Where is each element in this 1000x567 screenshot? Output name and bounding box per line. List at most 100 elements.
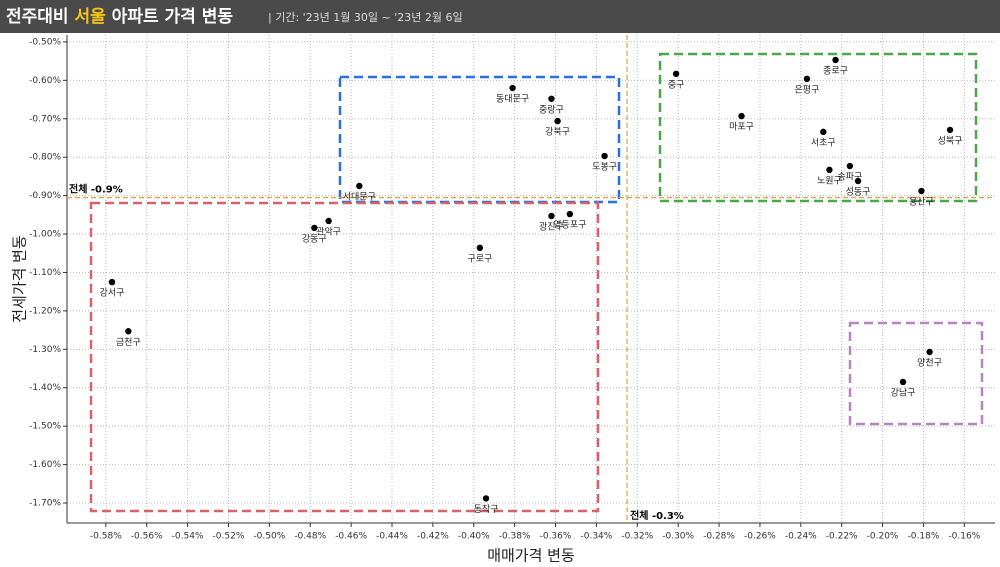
subtitle: | 기간: '23년 1월 30일 ~ '23년 2월 6일 [268,10,463,24]
x-tick-label: -0.48% [294,532,326,542]
point [854,177,862,185]
point-label: 강북구 [545,127,570,138]
point-label: 용산구 [909,197,934,208]
group-box [848,321,984,426]
x-tick-label: -0.42% [417,532,449,542]
point [356,182,363,190]
y-tick-label: -1.30% [29,345,61,355]
x-tick-label: -0.24% [785,532,817,542]
x-tick-label: -0.26% [744,532,776,542]
point-label: 중구 [668,79,685,90]
point-label: 성동구 [846,187,871,198]
x-tick-label: -0.46% [335,532,367,542]
y-tick-label: -1.40% [29,383,61,393]
point [548,212,555,220]
chart-title: 전주대비 서울 아파트 가격 변동 [6,7,233,27]
point [803,75,811,83]
point [601,152,608,160]
y-tick-label: -1.50% [29,422,61,432]
x-tick-label: -0.36% [540,532,572,542]
reference-label: 전체 -0.3% [630,509,684,522]
y-tick-label: -0.50% [29,37,61,47]
point [125,328,132,335]
x-tick-label: -0.34% [580,532,612,542]
point-label: 영등포구 [553,220,586,231]
point [918,187,925,195]
point [476,244,484,252]
y-tick-label: -1.10% [29,268,61,278]
point [832,56,839,64]
group-box [338,75,621,204]
title-part: 서울 [74,7,106,27]
point-label: 서초구 [811,137,836,148]
point-label: 송파구 [837,172,862,183]
point [554,117,561,125]
point [311,224,318,232]
point-label: 마포구 [729,122,754,133]
y-tick-label: -1.00% [29,230,61,240]
x-tick-label: -0.50% [253,532,285,542]
x-tick-label: -0.44% [376,532,408,542]
reference-label: 전체 -0.9% [69,183,123,196]
point-label: 도봉구 [592,162,617,173]
point-label: 은평구 [795,84,820,95]
point [548,95,555,102]
x-tick-label: -0.22% [826,532,858,542]
point [672,70,680,78]
point [926,348,933,356]
point [738,112,745,120]
x-tick-label: -0.32% [621,532,653,542]
point [108,278,116,286]
point-label: 관악구 [316,225,341,237]
point-label: 강서구 [100,288,125,299]
point-label: 서대문구 [343,192,376,203]
title-part: 전주대비 [6,7,74,27]
point-label: 구로구 [467,253,492,264]
point-label: 광진구 [539,220,564,232]
point [946,126,954,134]
point-label: 종로구 [823,65,848,76]
x-tick-label: -0.20% [867,532,899,542]
y-tick-label: -0.60% [29,76,61,86]
group-box [89,201,600,513]
point-label: 중랑구 [539,103,564,115]
x-tick-label: -0.58% [90,532,122,542]
y-tick-label: -1.70% [29,499,61,509]
y-tick-label: -1.60% [29,460,61,470]
point [820,128,827,136]
point [482,495,490,502]
point [899,378,907,386]
y-tick-label: -0.90% [29,191,61,201]
group-box [658,52,978,203]
point-label: 동대문구 [496,94,529,105]
point-label: 강남구 [891,387,916,398]
point [325,217,332,225]
x-tick-label: -0.40% [458,532,490,542]
x-tick-label: -0.38% [499,532,531,542]
x-axis-label: 매매가격 변동 [487,547,575,565]
title-part: 아파트 가격 변동 [106,7,234,27]
x-tick-label: -0.28% [703,532,735,542]
x-tick-label: -0.16% [948,532,980,542]
point-label: 노원구 [817,175,842,186]
title-bar [0,0,1000,33]
point [509,84,516,92]
point-label: 금천구 [116,337,141,348]
point [826,166,833,174]
point-label: 양천구 [917,358,942,369]
point-label: 동작구 [474,504,499,515]
x-tick-label: -0.56% [131,532,163,542]
point [566,210,574,218]
y-axis-label: 전세가격 변동 [11,235,29,323]
point-label: 강동구 [302,233,327,244]
x-tick-label: -0.18% [908,532,940,542]
point [846,162,854,170]
x-tick-label: -0.54% [172,532,204,542]
point-label: 성북구 [938,135,963,146]
y-tick-label: -1.20% [29,306,61,316]
y-tick-label: -0.70% [29,114,61,124]
y-tick-label: -0.80% [29,153,61,163]
x-tick-label: -0.30% [662,532,694,542]
x-tick-label: -0.52% [213,532,245,542]
